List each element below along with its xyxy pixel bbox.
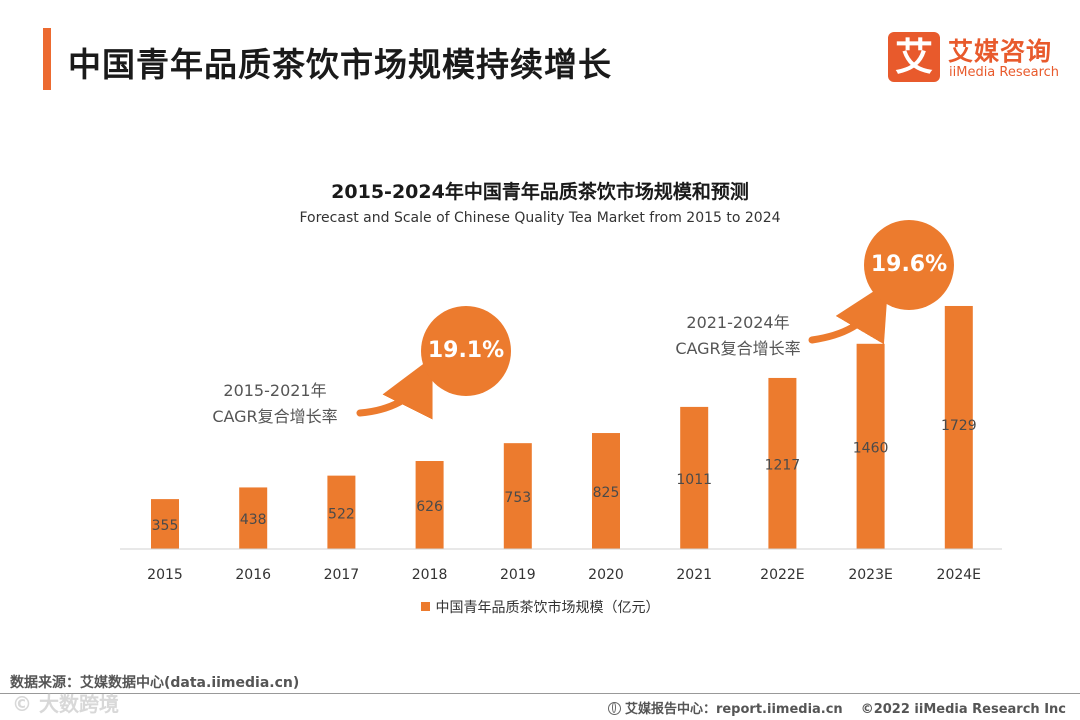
data-label-2022E: 1217 [765,457,801,473]
data-label-2023E: 1460 [853,440,889,456]
globe-icon [607,702,621,715]
cagr-label-2-period: 2021-2024年 [686,313,790,332]
x-tick-2015: 2015 [147,567,183,583]
data-label-2018: 626 [416,499,443,515]
logo-cn-text: 艾媒咨询 [948,37,1053,66]
chart-title: 2015-2024年中国青年品质茶饮市场规模和预测 [331,181,749,203]
bar-2021 [680,406,709,549]
x-tick-2024E: 2024E [937,567,981,583]
bar-2015 [151,499,179,549]
bar-2017 [327,475,356,549]
logo-badge: 艾 [888,32,940,82]
bar-2022E [768,377,797,549]
bar-2024E [944,305,973,549]
cagr-label-2-text: CAGR复合增长率 [675,339,801,358]
x-tick-2019: 2019 [500,567,536,583]
data-label-2024E: 1729 [941,418,977,434]
x-tick-2023E: 2023E [848,567,892,583]
legend-swatch [420,602,430,611]
report-center-link[interactable]: 艾媒报告中心：report.iimedia.cn [624,702,843,717]
data-label-2021: 1011 [676,472,712,488]
page-title: 中国青年品质茶饮市场规模持续增长 [68,45,612,84]
x-tick-2020: 2020 [588,567,624,583]
watermark: © 大数跨境 [12,692,119,716]
data-source: 数据来源：艾媒数据中心(data.iimedia.cn) [10,675,300,691]
data-label-2019: 753 [504,490,531,506]
cagr-label-2: 2021-2024年 CAGR复合增长率 [663,310,813,362]
data-label-2016: 438 [240,512,267,528]
legend-label: 中国青年品质茶饮市场规模（亿元） [435,600,660,616]
x-tick-2018: 2018 [412,567,448,583]
cagr-bubble-1: 19.1% [421,306,511,396]
title-accent-bar [43,28,51,90]
cagr-arrow-2 [808,281,889,345]
x-tick-2022E: 2022E [760,567,804,583]
footer-right: 艾媒报告中心：report.iimedia.cn ©2022 iiMedia Re… [607,698,1066,717]
x-tick-labels: 2015 2016 2017 2018 2019 2020 2021 2022E 2023E 20… [147,567,981,583]
copyright: ©2022 iiMedia Research Inc [860,702,1066,717]
chart-subtitle: Forecast and Scale of Chinese Quality Te… [299,210,781,226]
bar-2020 [592,433,620,549]
bar-2023E [856,343,885,549]
cagr-bubble-2: 19.6% [864,220,954,310]
bar-2019 [503,443,532,549]
chart-legend: 中国青年品质茶饮市场规模（亿元） [0,597,1080,617]
x-tick-2021: 2021 [676,567,712,583]
cagr-label-1-text: CAGR复合增长率 [212,407,338,426]
cagr-label-1: 2015-2021年 CAGR复合增长率 [200,378,350,430]
bar-series: 355 438 522 626 753 825 1011 1217 1460 1729 [151,305,977,549]
logo-en-text: iiMedia Research [949,65,1060,80]
data-label-2017: 522 [328,506,355,522]
bar-2016 [239,487,268,549]
x-tick-2016: 2016 [235,567,271,583]
cagr-label-1-period: 2015-2021年 [223,381,327,400]
iimedia-logo: 艾 艾媒咨询 iiMedia Research [888,32,1064,84]
footer-divider [0,693,1080,694]
cagr-arrow-1 [356,356,433,420]
bar-2018 [415,461,444,549]
data-label-2015: 355 [152,518,179,534]
data-label-2020: 825 [593,485,620,501]
x-tick-2017: 2017 [324,567,360,583]
